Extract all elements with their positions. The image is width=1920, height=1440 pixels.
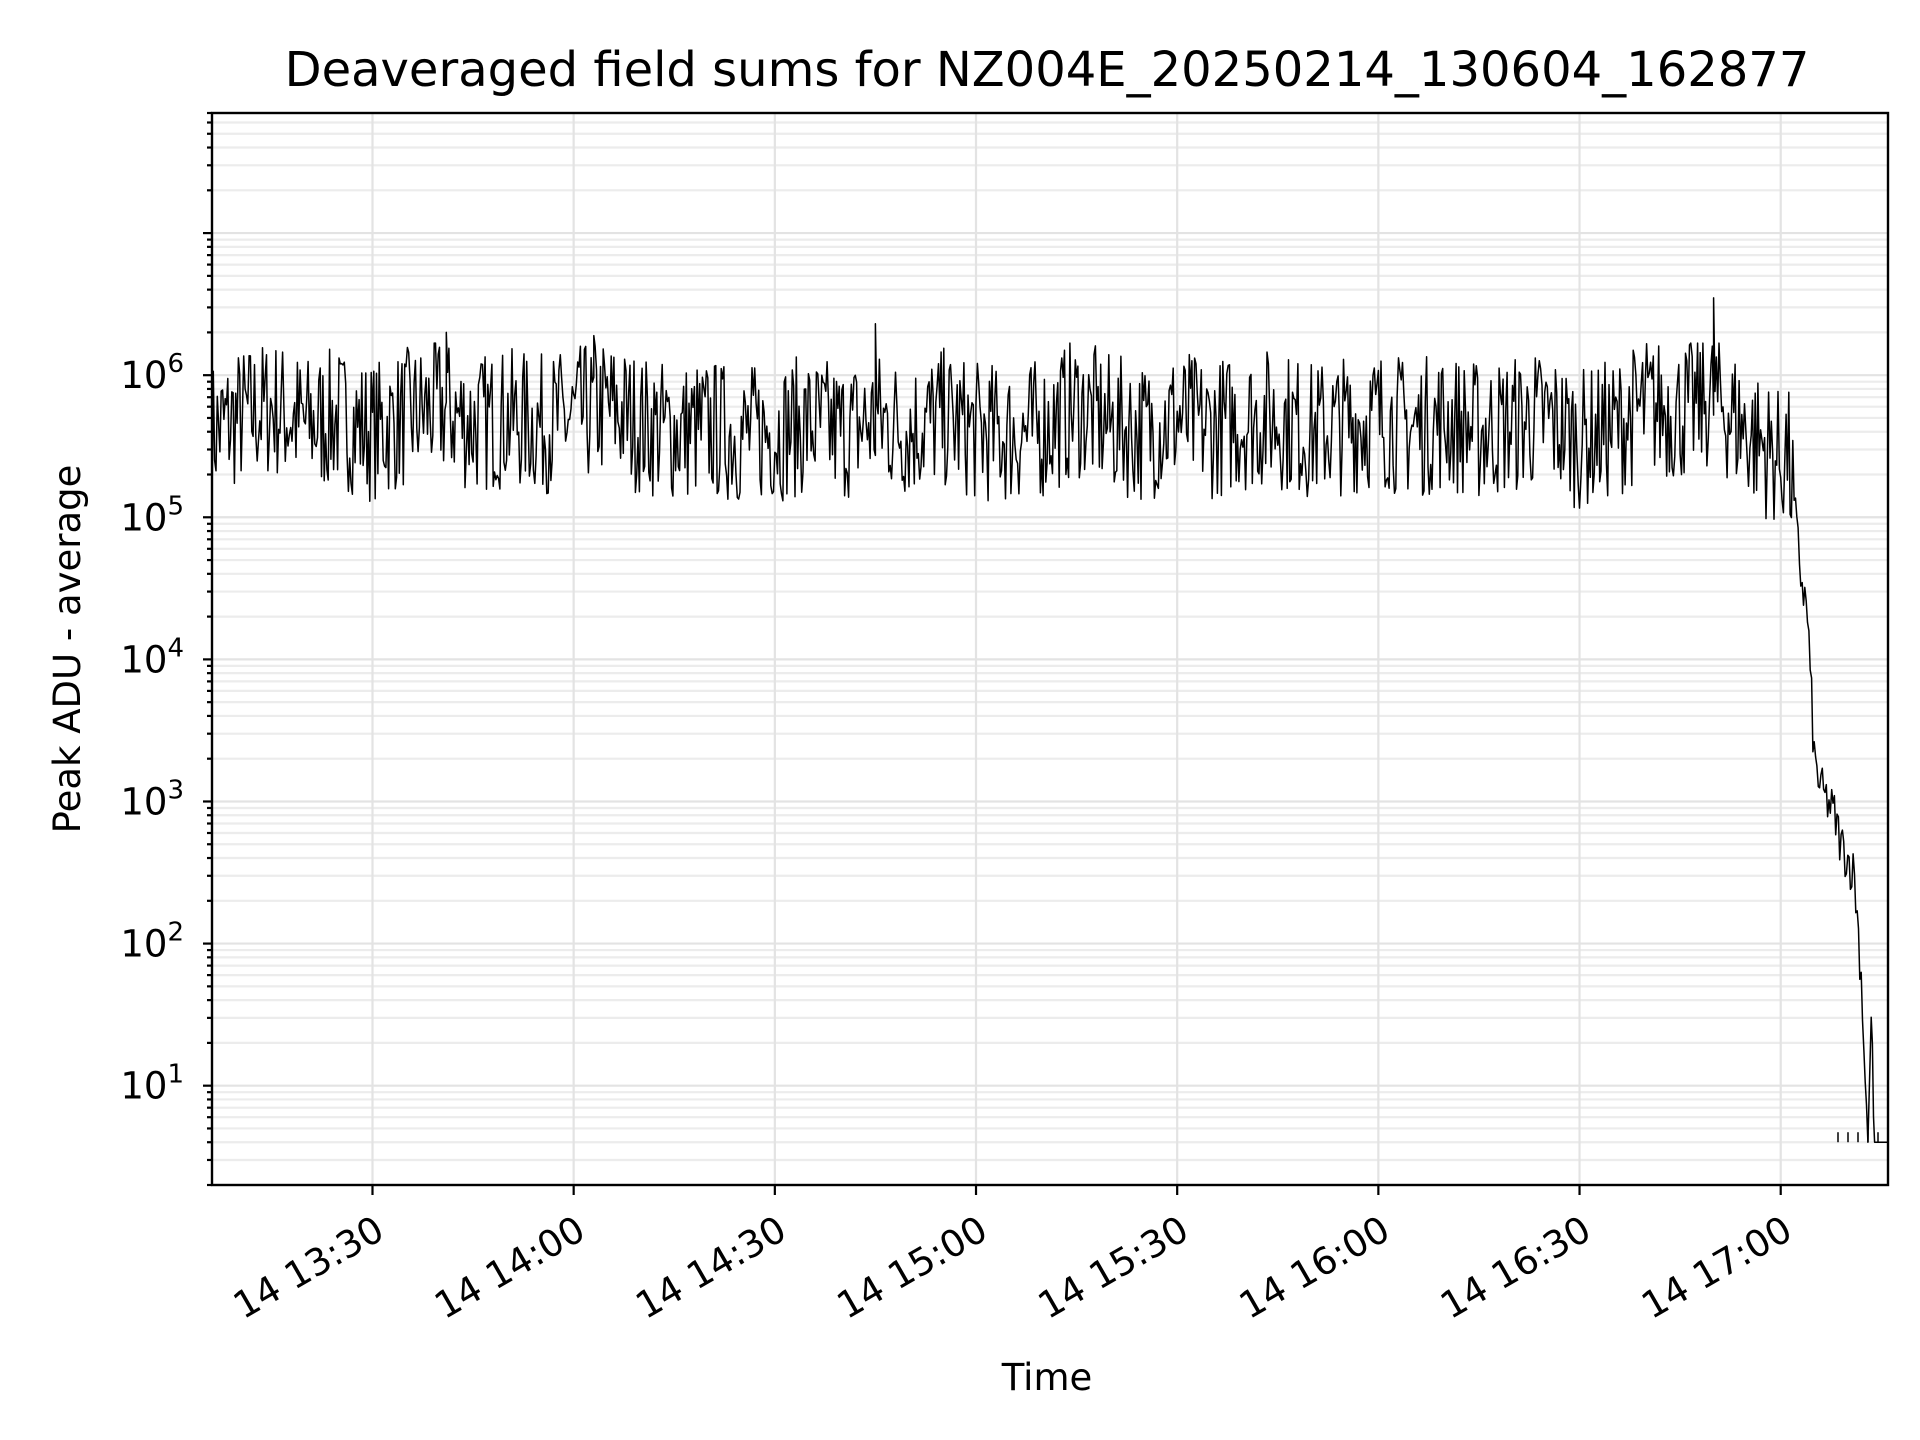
y-axis-label: Peak ADU - average bbox=[46, 465, 89, 834]
x-tick-label: 14 13:30 bbox=[226, 1208, 391, 1328]
x-tick-label: 14 16:30 bbox=[1433, 1208, 1598, 1328]
grid bbox=[212, 111, 1888, 1187]
y-tick-label: 101 bbox=[120, 1060, 184, 1108]
chart-title: Deaveraged field sums for NZ004E_2025021… bbox=[285, 42, 1810, 98]
y-tick-label: 104 bbox=[120, 633, 184, 681]
x-tick-label: 14 15:30 bbox=[1031, 1208, 1196, 1328]
y-axis-ticks: 101 102 103 104 105 106 bbox=[120, 111, 212, 1187]
y-tick-label: 103 bbox=[120, 775, 184, 823]
y-tick-label: 105 bbox=[120, 491, 184, 539]
x-tick-label: 14 17:00 bbox=[1634, 1208, 1799, 1328]
x-tick-label: 14 14:00 bbox=[427, 1208, 592, 1328]
x-axis-label: Time bbox=[1001, 1356, 1093, 1399]
series-layer bbox=[211, 297, 1888, 1143]
y-tick-label: 102 bbox=[120, 918, 184, 966]
plot-frame bbox=[210, 111, 1890, 1187]
x-tick-label: 14 15:00 bbox=[830, 1208, 995, 1328]
x-tick-label: 14 14:30 bbox=[629, 1208, 794, 1328]
x-axis-ticks: 14 13:30 14 14:00 14 14:30 14 15:00 14 15:30… bbox=[226, 1185, 1799, 1328]
x-tick-label: 14 16:00 bbox=[1232, 1208, 1397, 1328]
y-tick-label: 106 bbox=[120, 349, 184, 397]
data-series-line bbox=[211, 297, 1888, 1143]
